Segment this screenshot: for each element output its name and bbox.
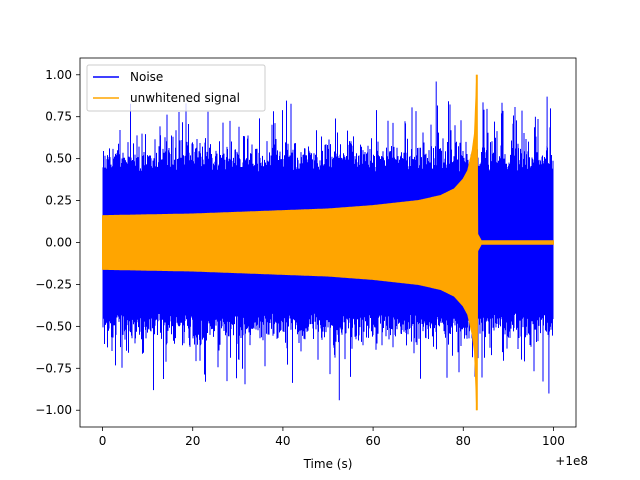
y-tick-label: −0.25 xyxy=(35,277,72,291)
y-tick-label: 0.75 xyxy=(45,110,72,124)
x-offset-label: +1e8 xyxy=(555,454,588,468)
x-tick-label: 60 xyxy=(365,434,380,448)
x-axis-label: Time (s) xyxy=(303,457,353,471)
y-tick-label: 0.25 xyxy=(45,194,72,208)
series-layer xyxy=(102,74,554,411)
ticks-layer: 0 20 40 60 80 100 −1.00 −0.75 −0.50 −0.25 0.00 0.25… xyxy=(35,68,565,448)
legend-entry-unwhitened-signal: unwhitened signal xyxy=(130,91,240,105)
y-tick-label: −1.00 xyxy=(35,403,72,417)
legend: Noise unwhitened signal xyxy=(86,64,266,112)
x-tick-label: 100 xyxy=(542,434,565,448)
x-tick-label: 20 xyxy=(185,434,200,448)
x-tick-label: 80 xyxy=(456,434,471,448)
unwhitened-signal-series-area xyxy=(102,74,554,411)
x-tick-label: 40 xyxy=(275,434,290,448)
y-tick-label: 0.50 xyxy=(45,152,72,166)
y-tick-label: 0.00 xyxy=(45,236,72,250)
y-tick-label: −0.50 xyxy=(35,319,72,333)
x-tick-label: 0 xyxy=(99,434,107,448)
y-tick-label: −0.75 xyxy=(35,361,72,375)
legend-entry-noise: Noise xyxy=(130,70,163,84)
y-tick-label: 1.00 xyxy=(45,68,72,82)
legend-box xyxy=(86,64,266,112)
